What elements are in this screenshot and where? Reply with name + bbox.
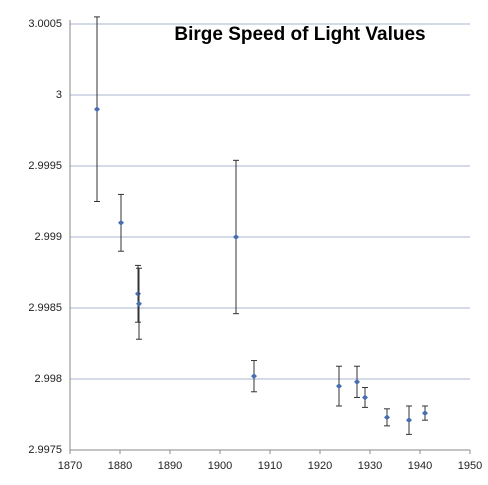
x-tick-label: 1890 [158, 460, 182, 472]
point [118, 219, 124, 226]
x-tick-label: 1930 [358, 460, 382, 472]
point [136, 300, 142, 307]
chart-title: Birge Speed of Light Values [174, 24, 425, 45]
point [251, 373, 257, 380]
y-tick-label: 2.999 [34, 231, 62, 243]
point [336, 383, 342, 390]
x-tick-label: 1870 [58, 460, 82, 472]
point [406, 417, 412, 424]
x-tick-label: 1900 [208, 460, 232, 472]
point [362, 394, 368, 401]
point [135, 290, 141, 297]
y-tick-label: 2.9985 [28, 302, 62, 314]
y-tick-label: 3 [56, 89, 62, 101]
y-tick-label: 2.9975 [28, 444, 62, 456]
y-tick-label: 3.0005 [28, 18, 62, 30]
y-tick-label: 2.9995 [28, 160, 62, 172]
point [233, 234, 239, 240]
point [422, 410, 428, 417]
x-tick-label: 1950 [458, 460, 482, 472]
x-tick-label: 1920 [308, 460, 332, 472]
point [354, 378, 360, 385]
point [94, 106, 100, 113]
x-tick-label: 1940 [408, 460, 432, 472]
x-tick-label: 1910 [258, 460, 282, 472]
x-tick-label: 1880 [108, 460, 132, 472]
y-tick-label: 2.998 [34, 373, 62, 385]
point [384, 414, 390, 421]
